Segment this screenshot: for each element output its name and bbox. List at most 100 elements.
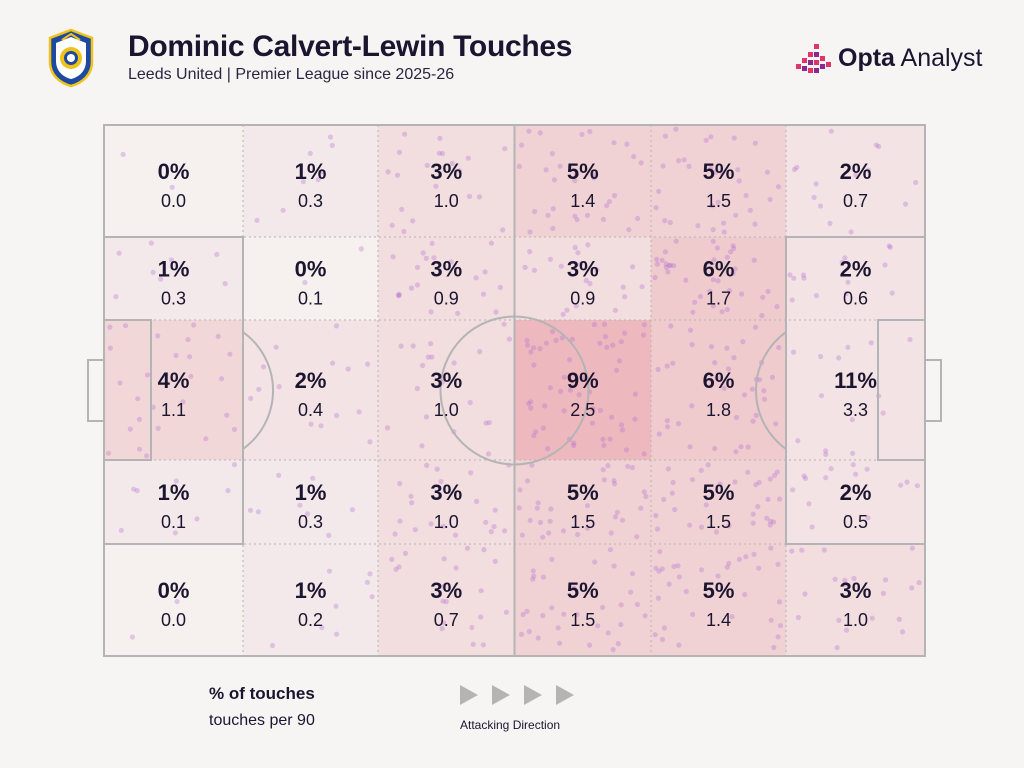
touch-dot — [764, 169, 771, 175]
touch-dot — [480, 291, 487, 297]
touch-dot — [708, 134, 714, 140]
zone-lines — [104, 125, 925, 656]
touch-dot — [771, 644, 777, 651]
touch-dot — [591, 175, 597, 181]
touch-dot — [464, 545, 471, 551]
touch-dot — [656, 188, 662, 194]
touch-dot — [601, 321, 608, 327]
touch-dot — [611, 140, 617, 146]
touch-dots-layer — [105, 126, 922, 653]
touch-dot — [777, 496, 783, 502]
touch-dot — [750, 511, 756, 517]
touch-dot — [481, 547, 487, 553]
touch-dot — [525, 478, 531, 484]
heat-cell — [786, 125, 925, 237]
touch-dot — [612, 514, 619, 520]
touch-dot — [655, 595, 662, 601]
touch-dot — [724, 306, 731, 313]
touch-dot — [619, 517, 626, 523]
zone-p90-label: 2.5 — [570, 400, 595, 420]
touch-dot — [751, 257, 757, 263]
touch-dot — [600, 436, 606, 442]
touch-dot — [717, 481, 723, 487]
zone-labels: 0% 0.0 1% 0.3 3% 1.0 5% 1.4 5% 1.5 2% 0.7 1% 0.3 0% 0.1… — [158, 159, 877, 630]
touch-dot — [113, 294, 119, 300]
touch-dot — [710, 227, 716, 233]
touch-dot — [665, 269, 671, 275]
touch-dot — [333, 603, 339, 609]
zone-p90-label: 1.1 — [161, 400, 186, 420]
heat-cell — [786, 320, 925, 460]
touch-dot — [107, 345, 113, 351]
touch-dot — [185, 337, 191, 343]
touch-dot — [215, 333, 221, 339]
touch-dot — [634, 534, 640, 540]
touch-dot — [626, 227, 632, 233]
touch-dot — [224, 412, 230, 418]
touch-dot — [622, 330, 628, 336]
touch-dot — [661, 625, 668, 631]
touch-dot — [675, 421, 682, 427]
touch-dot — [107, 324, 113, 330]
touch-dot — [842, 255, 848, 261]
touch-dot — [880, 410, 886, 416]
touch-dot — [750, 418, 756, 424]
touch-dot — [641, 322, 647, 328]
touch-dot — [597, 340, 603, 346]
touch-dot — [597, 407, 604, 413]
touch-dot — [843, 291, 849, 297]
touch-dot — [889, 290, 895, 296]
zone-p90-label: 0.7 — [434, 610, 459, 630]
touch-dot — [618, 621, 624, 628]
touch-dot — [668, 323, 674, 329]
touch-dot — [904, 479, 910, 485]
touch-dot — [254, 217, 260, 223]
touch-dot — [520, 611, 526, 618]
touch-dot — [662, 133, 669, 139]
touch-dot — [767, 518, 774, 524]
opta-bars-icon — [796, 44, 831, 73]
touch-dot — [743, 192, 749, 199]
touch-dot — [591, 172, 597, 178]
right-goal — [924, 359, 942, 422]
touch-dot — [365, 361, 371, 367]
touch-dot — [703, 137, 709, 143]
touch-dot — [828, 128, 834, 134]
touch-dot — [466, 193, 473, 199]
touch-dot — [765, 496, 771, 502]
touch-dot — [745, 469, 751, 475]
touch-dot — [470, 641, 476, 647]
touch-dot — [849, 417, 855, 423]
touch-dot — [602, 334, 609, 340]
touch-dot — [438, 478, 444, 485]
touch-dot — [721, 220, 727, 226]
attacking-direction-arrows-icon — [460, 685, 574, 705]
touch-dot — [144, 372, 151, 378]
touch-dot — [909, 585, 915, 591]
touch-dot — [428, 341, 434, 347]
heat-cell — [378, 544, 515, 656]
touch-dot — [384, 425, 391, 431]
touch-dot — [545, 446, 551, 452]
touch-dot — [776, 599, 783, 605]
touch-dot — [659, 566, 665, 572]
touch-dot — [439, 626, 445, 632]
touch-dot — [409, 500, 415, 506]
heat-cell — [104, 544, 243, 656]
touch-dot — [465, 155, 471, 161]
touch-dot — [659, 636, 666, 643]
touch-dot — [721, 385, 727, 391]
touch-dot — [173, 478, 179, 484]
touch-dot — [269, 642, 276, 649]
zone-p90-label: 0.7 — [843, 191, 868, 211]
touch-dot — [571, 442, 577, 449]
touch-dot — [395, 293, 401, 299]
touch-dot — [592, 559, 598, 565]
touch-dot — [638, 505, 644, 511]
touch-dot — [437, 135, 443, 141]
touch-dot — [117, 380, 123, 386]
touch-dot — [761, 388, 767, 394]
touch-dot — [612, 307, 619, 313]
touch-dot — [307, 150, 313, 156]
touch-dot — [575, 250, 581, 256]
